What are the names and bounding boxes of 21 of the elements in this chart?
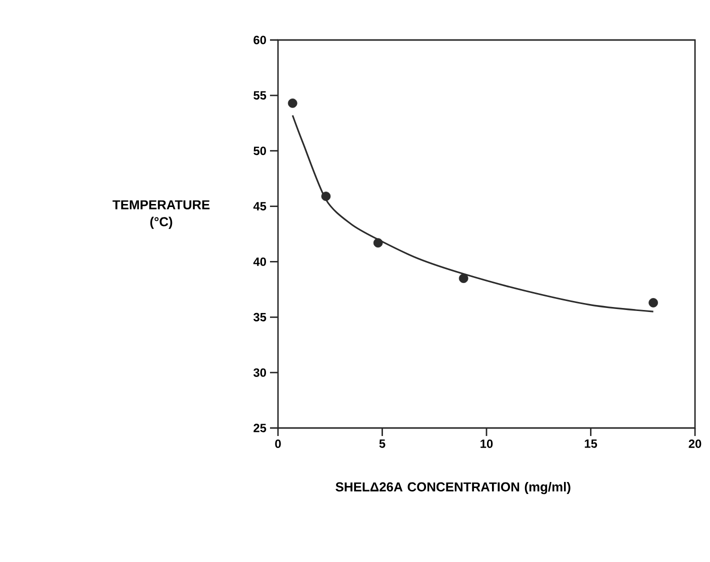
- line-series: [292, 114, 654, 312]
- x-axis-title: SHELΔ26A CONCENTRATION (mg/ml): [336, 482, 570, 494]
- y-tick-label: 30: [253, 368, 266, 377]
- point: [288, 98, 298, 108]
- y-tick-label: 25: [254, 424, 266, 432]
- x-tick-label: 0: [275, 440, 281, 448]
- x-tick-label: 15: [584, 440, 598, 448]
- point: [373, 238, 383, 248]
- x-tick-label: 20: [688, 440, 702, 448]
- point: [458, 274, 468, 284]
- y-axis-title: TEMPERATURE (°C): [112, 200, 210, 229]
- y-tick-label: 55: [254, 91, 266, 100]
- y-tick-label: 60: [254, 36, 266, 44]
- x-tick-label: 5: [379, 440, 386, 448]
- point: [321, 192, 331, 201]
- x-tick-label: 10: [480, 440, 493, 448]
- y-tick-label: 45: [253, 202, 266, 210]
- point: [648, 298, 658, 308]
- y-tick-label: 35: [253, 312, 266, 322]
- y-tick-label: 40: [253, 257, 266, 266]
- y-tick-label: 50: [254, 146, 266, 156]
